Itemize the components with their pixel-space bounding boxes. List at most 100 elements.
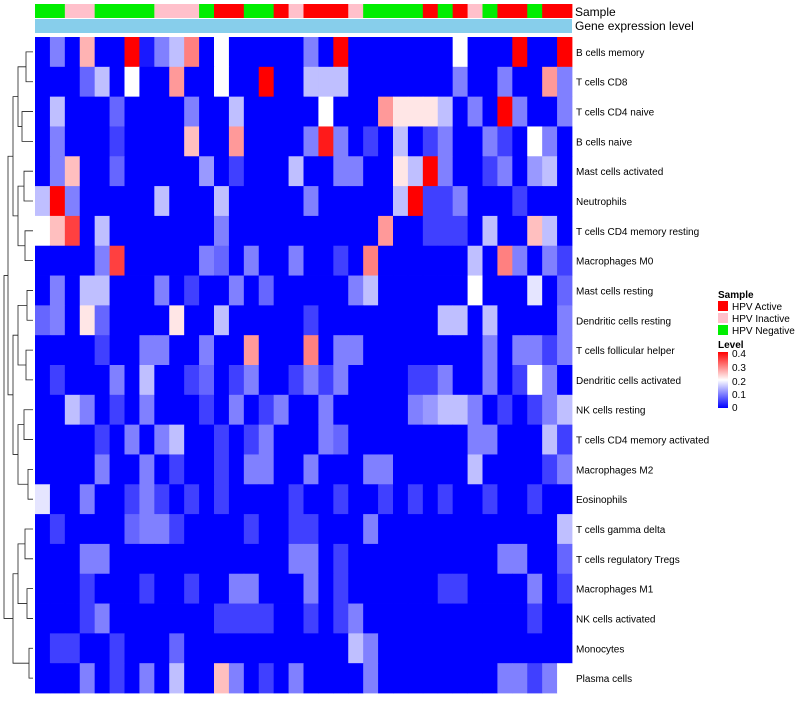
heatmap-cell [258,156,275,187]
heatmap-cell [348,275,364,306]
level-legend: Level 0.4 0.3 0.2 0.1 0 [718,340,746,414]
heatmap-cell [214,96,230,127]
heatmap-cell [557,96,573,127]
heatmap-cell [228,603,245,634]
heatmap-cell [348,603,364,634]
heatmap-cell [109,245,125,276]
heatmap-cell [512,245,528,276]
heatmap-cell [452,514,468,545]
heatmap-cell [333,543,349,575]
heatmap-cell [333,663,349,694]
heatmap-cell [422,573,439,604]
heatmap-cell [124,245,140,276]
heatmap-cell [378,305,394,336]
heatmap-cell [437,66,454,98]
heatmap-cell [378,245,394,276]
heatmap-cell [258,454,275,485]
heatmap-cell [393,573,409,604]
heatmap-cell [214,245,230,276]
heatmap-cell [333,37,349,68]
heatmap-cell [393,484,409,515]
heatmap-cell [542,215,558,247]
level-color-ramp [718,352,728,408]
heatmap-cell [199,245,215,276]
heatmap-cell [527,633,543,664]
heatmap-cell [542,424,558,455]
heatmap-cell [437,454,454,485]
heatmap-cell [79,126,96,157]
sample-annotation-bar [35,4,573,18]
heatmap-cell [228,514,245,545]
heatmap-cell [35,37,51,68]
sample-annotation-cell [35,4,51,18]
heatmap-cell [467,186,483,217]
heatmap-cell [437,663,454,694]
heatmap-cell [542,365,558,396]
sample-annotation-cell [467,4,483,18]
heatmap-cell [184,335,200,366]
heatmap-cell [139,66,155,98]
heatmap-cell [467,543,483,575]
heatmap-cell [422,305,439,336]
heatmap-cell [79,156,96,187]
heatmap-cell [124,663,140,694]
heatmap-cell [243,663,260,694]
heatmap-cell [124,573,140,604]
heatmap-cell [288,454,304,485]
heatmap-cell [94,365,110,396]
heatmap-cell [94,215,110,247]
heatmap-cell [393,603,409,634]
heatmap-cell [482,186,498,217]
heatmap-cell [124,37,140,68]
heatmap-cell [303,663,319,694]
heatmap-cell [542,156,558,187]
heatmap-cell [318,484,334,515]
heatmap-cell [228,543,245,575]
heatmap-cell [184,573,200,604]
heatmap-cell [482,156,498,187]
heatmap-cell [333,305,349,336]
heatmap-cell [199,66,215,98]
heatmap-cell [363,633,379,664]
heatmap-cell [214,305,230,336]
heatmap-cell [407,573,424,604]
heatmap-cell [407,275,424,306]
heatmap-cell [318,156,334,187]
heatmap-cell [452,335,468,366]
heatmap-cell [243,126,260,157]
heatmap-cell [139,424,155,455]
heatmap-cell [79,424,96,455]
heatmap-cell [422,37,439,68]
heatmap-cell [79,335,96,366]
heatmap-cell [333,96,349,127]
legend-swatch-hpv-negative [718,325,728,335]
heatmap-cell [437,603,454,634]
heatmap-cell [318,543,334,575]
heatmap-cell [407,543,424,575]
sample-annotation-cell [109,4,125,18]
heatmap-cell [273,394,289,426]
heatmap-cell [154,514,170,545]
heatmap-cell [94,335,110,366]
heatmap-cell [139,275,155,306]
heatmap-cell [109,66,125,98]
heatmap-cell [527,484,543,515]
sample-annotation-cell [557,4,573,18]
heatmap-cell [407,633,424,664]
heatmap-cell [258,96,275,127]
heatmap-cell [407,215,424,247]
heatmap-cell [497,126,513,157]
heatmap-cell [452,96,468,127]
heatmap-cell [214,573,230,604]
heatmap-cell [452,275,468,306]
heatmap-cell [482,454,498,485]
heatmap-cell [199,275,215,306]
heatmap-cell [214,365,230,396]
heatmap-cell [542,37,558,68]
heatmap-cell [318,454,334,485]
heatmap-cell [49,663,66,694]
heatmap-cell [422,543,439,575]
heatmap-cell [407,245,424,276]
heatmap-cell [452,484,468,515]
